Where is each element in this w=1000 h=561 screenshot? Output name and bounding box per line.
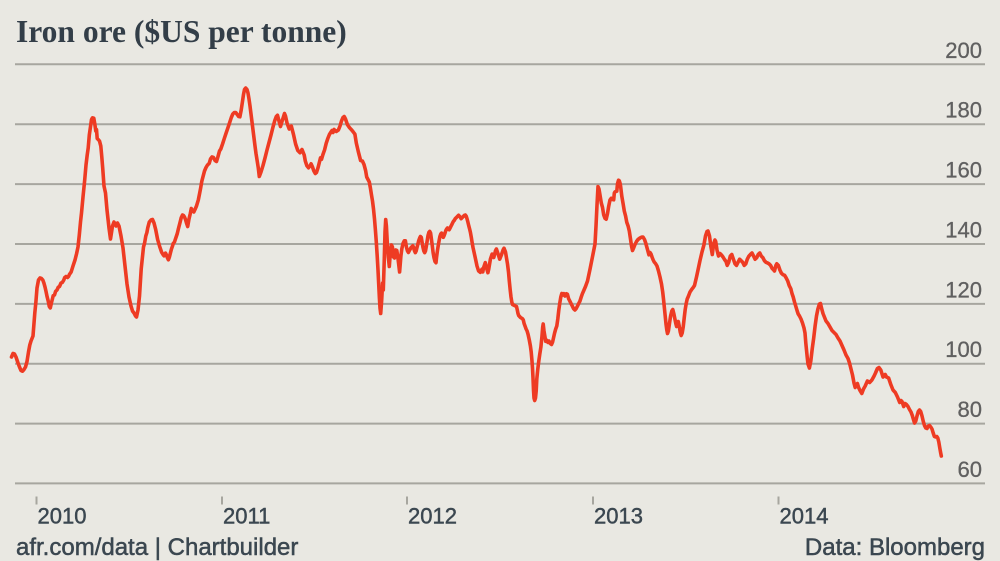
svg-text:80: 80 bbox=[958, 397, 982, 422]
svg-text:Iron ore ($US per tonne): Iron ore ($US per tonne) bbox=[16, 14, 347, 49]
svg-text:60: 60 bbox=[958, 457, 982, 482]
svg-text:2012: 2012 bbox=[408, 504, 457, 529]
svg-text:2013: 2013 bbox=[594, 504, 643, 529]
svg-text:Data: Bloomberg: Data: Bloomberg bbox=[805, 534, 985, 561]
svg-text:2010: 2010 bbox=[38, 504, 87, 529]
svg-text:140: 140 bbox=[945, 218, 982, 243]
svg-text:160: 160 bbox=[945, 158, 982, 183]
svg-text:200: 200 bbox=[945, 38, 982, 63]
svg-text:180: 180 bbox=[945, 98, 982, 123]
svg-text:2011: 2011 bbox=[223, 504, 270, 529]
svg-text:2014: 2014 bbox=[780, 504, 829, 529]
svg-text:100: 100 bbox=[945, 337, 982, 362]
svg-text:afr.com/data | Chartbuilder: afr.com/data | Chartbuilder bbox=[16, 534, 298, 561]
svg-text:120: 120 bbox=[945, 277, 982, 302]
